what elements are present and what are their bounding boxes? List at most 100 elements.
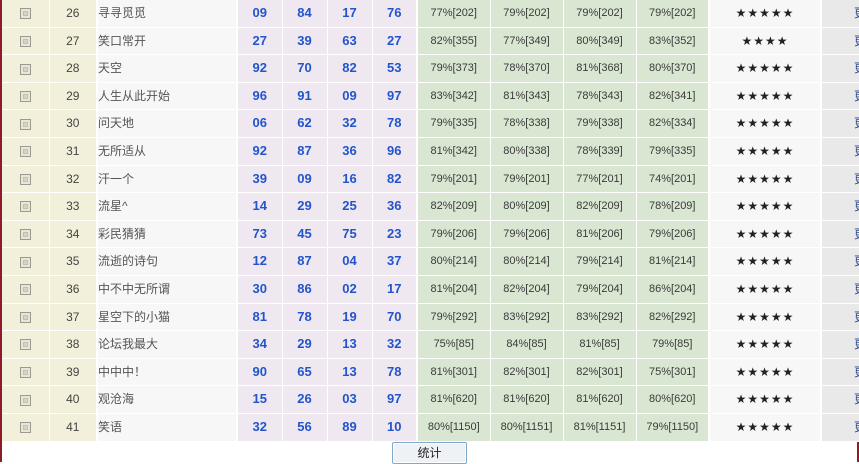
row-select-cell[interactable] (2, 82, 50, 111)
checkbox-icon[interactable] (19, 311, 31, 323)
statistics-button[interactable]: 统计 (392, 441, 467, 464)
row-number-1: 73 (237, 220, 283, 249)
row-percent-1: 79%[201] (417, 165, 491, 194)
table-row: 28 天空 92 70 82 53 79%[373] 78%[370] 81%[368] 80%[… (2, 54, 859, 83)
row-number-1: 92 (237, 54, 283, 83)
row-more-link[interactable]: 更多 (821, 82, 859, 111)
checkbox-icon[interactable] (19, 256, 31, 268)
row-number-3: 75 (327, 220, 373, 249)
row-more-link[interactable]: 更多 (821, 137, 859, 166)
row-number-1: 12 (237, 247, 283, 276)
row-more-link[interactable]: 更多 (821, 109, 859, 138)
row-select-cell[interactable] (2, 413, 50, 442)
row-number-1: 09 (237, 0, 283, 28)
row-percent-1: 83%[342] (417, 82, 491, 111)
row-index: 27 (49, 27, 98, 56)
checkbox-icon[interactable] (19, 339, 31, 351)
row-number-4: 53 (372, 54, 418, 83)
row-percent-2: 80%[214] (490, 247, 564, 276)
checkbox-icon[interactable] (19, 284, 31, 296)
checkbox-icon[interactable] (19, 118, 31, 130)
row-percent-3: 82%[209] (563, 192, 637, 221)
row-number-3: 89 (327, 413, 373, 442)
row-more-link[interactable]: 更多 (821, 413, 859, 442)
checkbox-icon[interactable] (19, 91, 31, 103)
row-percent-1: 81%[301] (417, 358, 491, 387)
row-number-4: 37 (372, 247, 418, 276)
row-number-4: 27 (372, 27, 418, 56)
checkbox-icon[interactable] (19, 201, 31, 213)
row-more-link[interactable]: 更多 (821, 385, 859, 414)
row-more-link[interactable]: 更多 (821, 330, 859, 359)
row-index: 28 (49, 54, 98, 83)
results-table: 26 寻寻觅觅 09 84 17 76 77%[202] 79%[202] 79%[202] 79… (2, 0, 859, 442)
row-name: 观沧海 (97, 385, 238, 414)
row-select-cell[interactable] (2, 0, 50, 28)
row-select-cell[interactable] (2, 303, 50, 332)
row-percent-1: 79%[206] (417, 220, 491, 249)
checkbox-icon[interactable] (19, 173, 31, 185)
checkbox-icon[interactable] (19, 394, 31, 406)
row-select-cell[interactable] (2, 330, 50, 359)
row-more-link[interactable]: 更多 (821, 303, 859, 332)
checkbox-icon[interactable] (19, 422, 31, 434)
row-name: 彩民猜猜 (97, 220, 238, 249)
row-index: 32 (49, 165, 98, 194)
row-select-cell[interactable] (2, 358, 50, 387)
row-number-3: 25 (327, 192, 373, 221)
table-row: 35 流逝的诗句 12 87 04 37 80%[214] 80%[214] 79%[214] 8… (2, 247, 859, 276)
row-name: 问天地 (97, 109, 238, 138)
row-select-cell[interactable] (2, 275, 50, 304)
row-select-cell[interactable] (2, 220, 50, 249)
table-row: 29 人生从此开始 96 91 09 97 83%[342] 81%[343] 78%[343]… (2, 82, 859, 111)
row-percent-4: 79%[202] (636, 0, 710, 28)
row-number-2: 26 (282, 385, 328, 414)
row-index: 30 (49, 109, 98, 138)
row-index: 26 (49, 0, 98, 28)
row-more-link[interactable]: 更多 (821, 0, 859, 28)
row-select-cell[interactable] (2, 54, 50, 83)
row-number-2: 65 (282, 358, 328, 387)
row-select-cell[interactable] (2, 385, 50, 414)
row-number-2: 45 (282, 220, 328, 249)
row-select-cell[interactable] (2, 109, 50, 138)
row-percent-3: 82%[301] (563, 358, 637, 387)
row-percent-3: 77%[201] (563, 165, 637, 194)
row-more-link[interactable]: 更多 (821, 54, 859, 83)
row-rating-stars-icon: ★★★★★ (709, 82, 822, 111)
row-percent-4: 82%[341] (636, 82, 710, 111)
row-percent-2: 83%[292] (490, 303, 564, 332)
row-rating-stars-icon: ★★★★★ (709, 385, 822, 414)
checkbox-icon[interactable] (19, 35, 31, 47)
row-more-link[interactable]: 更多 (821, 247, 859, 276)
row-more-link[interactable]: 更多 (821, 275, 859, 304)
table-row: 27 笑口常开 27 39 63 27 82%[355] 77%[349] 80%[349] 83… (2, 27, 859, 56)
row-number-4: 97 (372, 82, 418, 111)
row-select-cell[interactable] (2, 27, 50, 56)
row-index: 34 (49, 220, 98, 249)
row-index: 38 (49, 330, 98, 359)
row-percent-4: 79%[85] (636, 330, 710, 359)
row-select-cell[interactable] (2, 137, 50, 166)
checkbox-icon[interactable] (19, 146, 31, 158)
row-more-link[interactable]: 更多 (821, 165, 859, 194)
checkbox-icon[interactable] (19, 229, 31, 241)
table-row: 26 寻寻觅觅 09 84 17 76 77%[202] 79%[202] 79%[202] 79… (2, 0, 859, 28)
row-more-link[interactable]: 更多 (821, 27, 859, 56)
row-number-3: 36 (327, 137, 373, 166)
row-more-link[interactable]: 更多 (821, 192, 859, 221)
row-number-1: 96 (237, 82, 283, 111)
checkbox-icon[interactable] (19, 367, 31, 379)
row-more-link[interactable]: 更多 (821, 358, 859, 387)
row-select-cell[interactable] (2, 192, 50, 221)
row-select-cell[interactable] (2, 247, 50, 276)
row-number-3: 82 (327, 54, 373, 83)
row-number-1: 15 (237, 385, 283, 414)
row-select-cell[interactable] (2, 165, 50, 194)
checkbox-icon[interactable] (19, 8, 31, 20)
checkbox-icon[interactable] (19, 63, 31, 75)
row-name: 流星^ (97, 192, 238, 221)
row-more-link[interactable]: 更多 (821, 220, 859, 249)
row-number-3: 13 (327, 358, 373, 387)
row-percent-2: 79%[206] (490, 220, 564, 249)
